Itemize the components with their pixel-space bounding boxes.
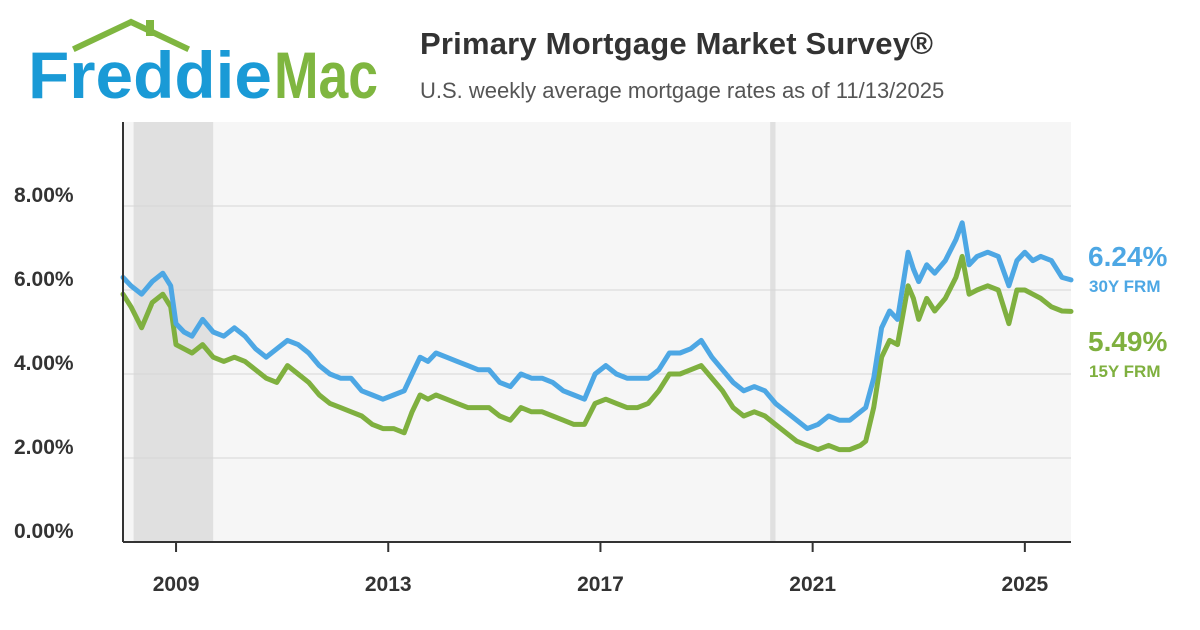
series-end-value: 6.24% bbox=[1088, 241, 1167, 272]
house-chimney-icon bbox=[146, 20, 154, 36]
y-tick-label: 8.00% bbox=[14, 184, 74, 207]
y-tick-label: 6.00% bbox=[14, 268, 74, 291]
x-tick-label: 2021 bbox=[789, 573, 836, 596]
chart-title: Primary Mortgage Market Survey® bbox=[420, 26, 934, 61]
logo-word-freddie: Freddie bbox=[28, 38, 272, 108]
series-end-value: 5.49% bbox=[1088, 326, 1167, 357]
recession-band bbox=[770, 122, 776, 542]
y-tick-label: 0.00% bbox=[14, 520, 74, 543]
freddie-mac-logo: Freddie Mac bbox=[28, 18, 378, 108]
x-tick-label: 2009 bbox=[153, 573, 200, 596]
y-tick-label: 4.00% bbox=[14, 352, 74, 375]
plot-area bbox=[123, 122, 1071, 542]
svg-text:Freddie: Freddie bbox=[28, 38, 272, 108]
house-roof-icon bbox=[72, 18, 190, 52]
series-line-15y bbox=[120, 253, 1074, 453]
x-tick-label: 2013 bbox=[365, 573, 412, 596]
logo-word-mac: Mac bbox=[274, 38, 378, 108]
y-tick-label: 2.00% bbox=[14, 436, 74, 459]
svg-text:Mac: Mac bbox=[274, 38, 378, 108]
series-name-label: 15Y FRM bbox=[1089, 362, 1161, 381]
x-tick-label: 2025 bbox=[1001, 573, 1048, 596]
chart-subtitle: U.S. weekly average mortgage rates as of… bbox=[420, 78, 945, 103]
series-line-30y bbox=[120, 220, 1074, 432]
series-name-label: 30Y FRM bbox=[1089, 277, 1161, 296]
x-tick-label: 2017 bbox=[577, 573, 624, 596]
